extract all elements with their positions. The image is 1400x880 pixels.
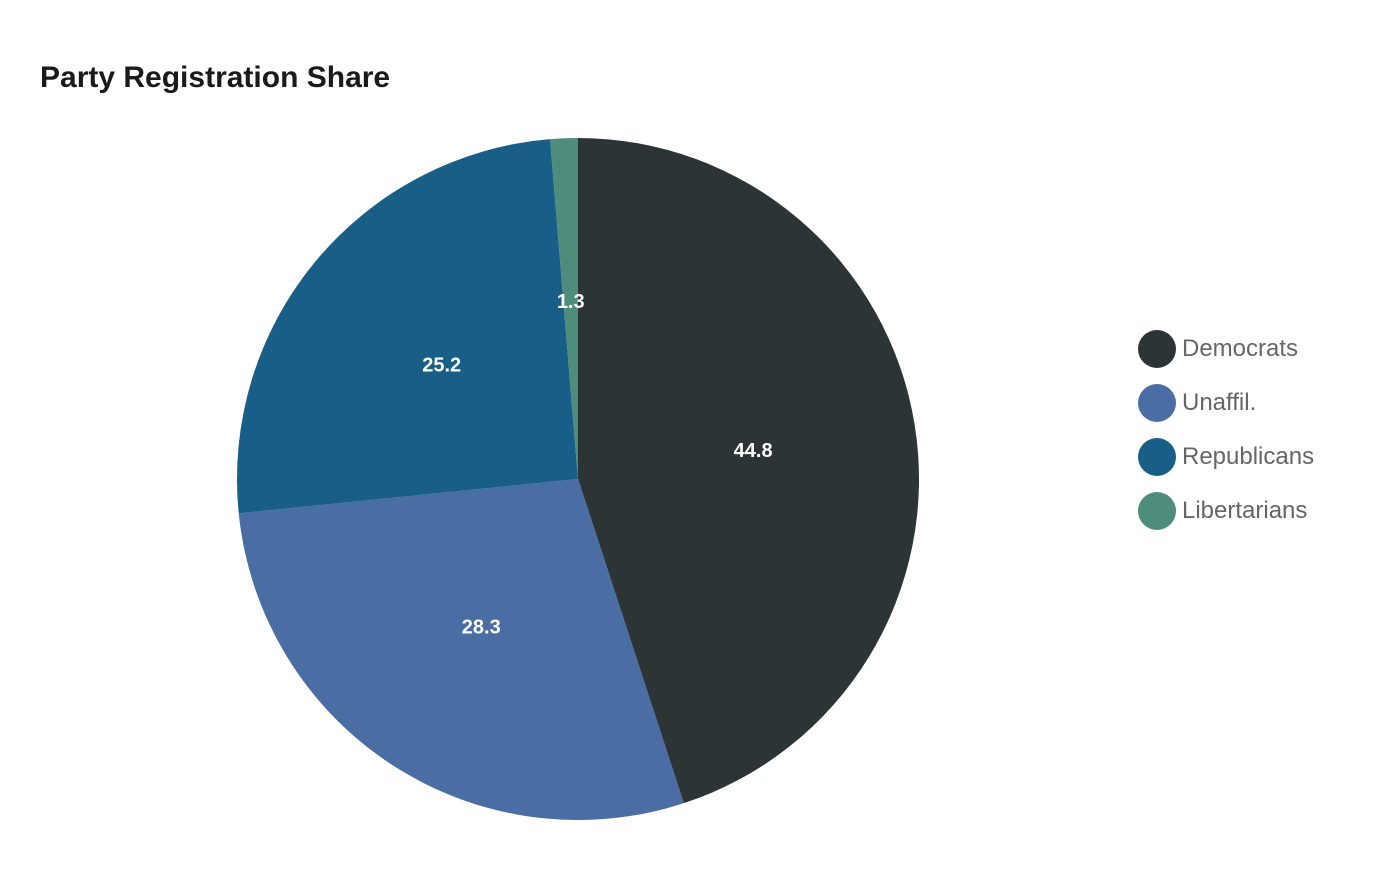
slice-label-republicans: 25.2 xyxy=(422,355,461,377)
legend-swatch xyxy=(1138,384,1176,422)
legend-swatch xyxy=(1138,330,1176,368)
legend-item-unaffil: Unaffil. xyxy=(1138,384,1314,422)
legend: Democrats Unaffil. Republicans Libertarians xyxy=(1138,330,1314,546)
legend-label: Libertarians xyxy=(1182,497,1308,524)
slice-label-democrats: 44.8 xyxy=(734,440,773,462)
legend-item-libertarians: Libertarians xyxy=(1138,492,1314,530)
legend-item-democrats: Democrats xyxy=(1138,330,1314,368)
pie-slice-democrats xyxy=(578,138,919,804)
slice-label-unaffil: 28.3 xyxy=(462,617,501,639)
chart-title: Party Registration Share xyxy=(40,61,391,94)
pie-slice-unaffil xyxy=(238,479,684,820)
legend-label: Unaffil. xyxy=(1182,389,1257,416)
legend-swatch xyxy=(1138,492,1176,530)
slice-labels: 44.8 28.3 25.2 1.3 xyxy=(422,291,772,639)
pie-slices xyxy=(236,138,919,820)
pie-slice-republicans xyxy=(236,139,578,514)
slice-label-libertarians: 1.3 xyxy=(557,291,585,313)
legend-label: Democrats xyxy=(1182,335,1299,362)
legend-item-republicans: Republicans xyxy=(1138,438,1314,476)
pie-slice-libertarians xyxy=(550,138,578,479)
legend-swatch xyxy=(1138,438,1176,476)
legend-label: Republicans xyxy=(1182,443,1315,470)
